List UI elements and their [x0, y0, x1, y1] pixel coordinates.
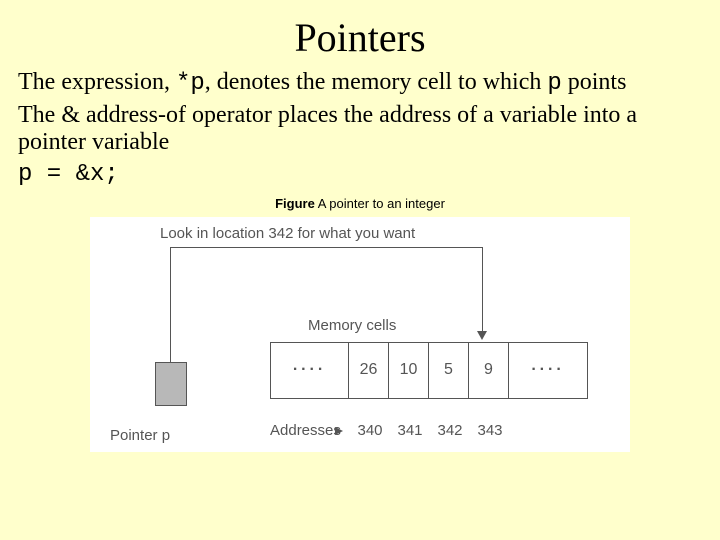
inline-code-star-p: *p	[176, 70, 205, 97]
arrow-segment-down	[482, 247, 483, 335]
look-label: Look in location 342 for what you want	[160, 225, 415, 242]
memory-cell: 26	[349, 343, 389, 398]
slide: Pointers The expression, *p, denotes the…	[0, 0, 720, 540]
paragraph-2: The & address-of operator places the add…	[18, 102, 702, 157]
memory-cells-label: Memory cells	[308, 317, 396, 334]
text: points	[562, 69, 627, 95]
code-line: p = &x;	[18, 161, 702, 188]
arrow-right-icon	[335, 427, 343, 435]
text: , denotes the memory cell to which	[205, 69, 548, 95]
inline-code-p: p	[547, 70, 561, 97]
address-value: 343	[470, 422, 510, 439]
memory-cell: ····	[509, 343, 587, 398]
memory-cells-row: ···· 26 10 5 9 ····	[270, 342, 588, 399]
arrow-segment-horizontal	[170, 247, 482, 248]
figure: Look in location 342 for what you want M…	[90, 217, 630, 452]
paragraph-1: The expression, *p, denotes the memory c…	[18, 69, 702, 98]
text: The expression,	[18, 69, 176, 95]
memory-cell: 5	[429, 343, 469, 398]
caption-label: Figure	[275, 196, 315, 211]
arrow-head-icon	[477, 331, 487, 340]
caption-text: A pointer to an integer	[315, 196, 445, 211]
addresses-row: 340 341 342 343	[350, 422, 510, 439]
addresses-label: Addresses	[270, 422, 341, 439]
pointer-box	[155, 362, 187, 406]
figure-caption: Figure A pointer to an integer	[18, 196, 702, 211]
address-value: 342	[430, 422, 470, 439]
memory-cell: ····	[271, 343, 349, 398]
address-value: 340	[350, 422, 390, 439]
address-value: 341	[390, 422, 430, 439]
page-title: Pointers	[18, 14, 702, 61]
pointer-label: Pointer p	[110, 427, 170, 444]
memory-cell: 10	[389, 343, 429, 398]
arrow-segment-up	[170, 247, 171, 362]
memory-cell: 9	[469, 343, 509, 398]
